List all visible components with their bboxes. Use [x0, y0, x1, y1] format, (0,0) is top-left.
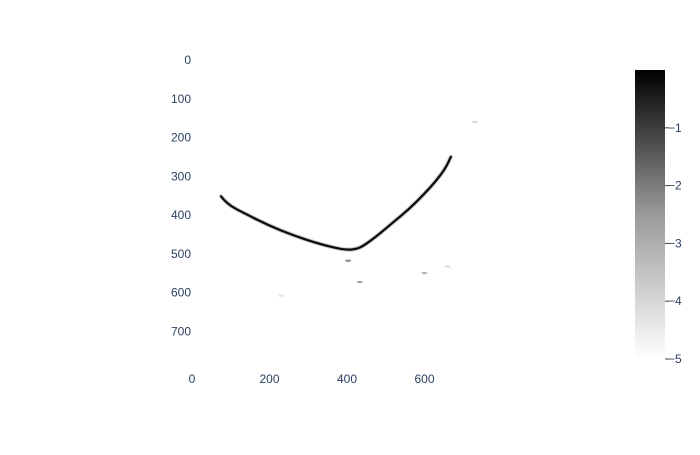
heatmap-speck	[421, 271, 428, 275]
heatmap-speck	[345, 259, 352, 262]
y-tick-label: 0	[184, 53, 191, 67]
colorbar-gradient	[635, 70, 665, 359]
y-tick-label: 700	[171, 324, 191, 338]
x-tick-label: 400	[337, 372, 357, 386]
heatmap-curve	[219, 155, 452, 251]
x-axis: 0 200 400 600	[189, 372, 435, 386]
colorbar-tick-label: −4	[668, 294, 682, 308]
heatmap-speck	[471, 120, 478, 124]
x-tick-label: 0	[189, 372, 196, 386]
colorbar-tick-label: −2	[668, 179, 682, 193]
colorbar-tick-label: −1	[668, 121, 682, 135]
y-tick-label: 300	[171, 169, 191, 183]
colorbar: −1 −2 −3 −4 −5	[635, 70, 682, 366]
x-tick-label: 200	[259, 372, 279, 386]
y-axis: 0 100 200 300 400 500 600 700	[171, 53, 191, 338]
y-tick-label: 600	[171, 286, 191, 300]
colorbar-tick-label: −5	[668, 352, 682, 366]
heatmap-speck	[278, 294, 285, 297]
y-tick-label: 200	[171, 131, 191, 145]
colorbar-tick-label: −3	[668, 236, 682, 250]
heatmap-speck	[444, 265, 451, 268]
x-tick-label: 600	[414, 372, 434, 386]
y-tick-label: 400	[171, 208, 191, 222]
plot-area	[218, 120, 478, 297]
y-tick-label: 500	[171, 247, 191, 261]
heatmap-speck	[356, 280, 363, 284]
y-tick-label: 100	[171, 92, 191, 106]
